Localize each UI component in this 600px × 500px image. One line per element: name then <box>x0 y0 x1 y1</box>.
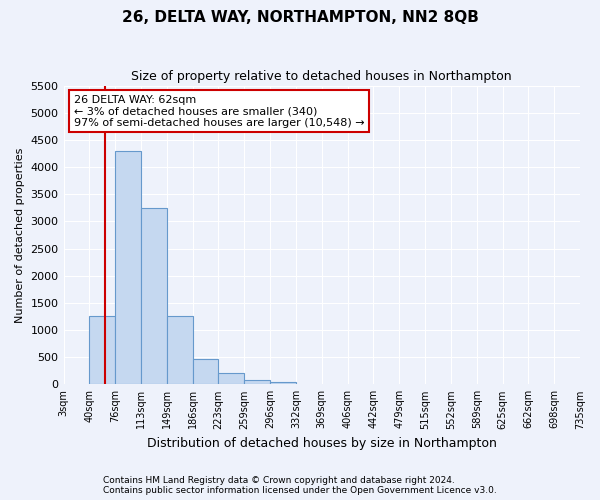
Bar <box>167 316 193 384</box>
Bar <box>244 380 270 384</box>
Text: 26, DELTA WAY, NORTHAMPTON, NN2 8QB: 26, DELTA WAY, NORTHAMPTON, NN2 8QB <box>122 10 478 25</box>
Bar <box>115 150 141 384</box>
Text: 26 DELTA WAY: 62sqm
← 3% of detached houses are smaller (340)
97% of semi-detach: 26 DELTA WAY: 62sqm ← 3% of detached hou… <box>74 94 364 128</box>
Bar <box>141 208 167 384</box>
Title: Size of property relative to detached houses in Northampton: Size of property relative to detached ho… <box>131 70 512 83</box>
Bar <box>270 382 296 384</box>
Bar <box>218 374 244 384</box>
Bar <box>89 316 115 384</box>
X-axis label: Distribution of detached houses by size in Northampton: Distribution of detached houses by size … <box>147 437 497 450</box>
Text: Contains HM Land Registry data © Crown copyright and database right 2024.
Contai: Contains HM Land Registry data © Crown c… <box>103 476 497 495</box>
Bar <box>193 358 218 384</box>
Y-axis label: Number of detached properties: Number of detached properties <box>15 147 25 322</box>
